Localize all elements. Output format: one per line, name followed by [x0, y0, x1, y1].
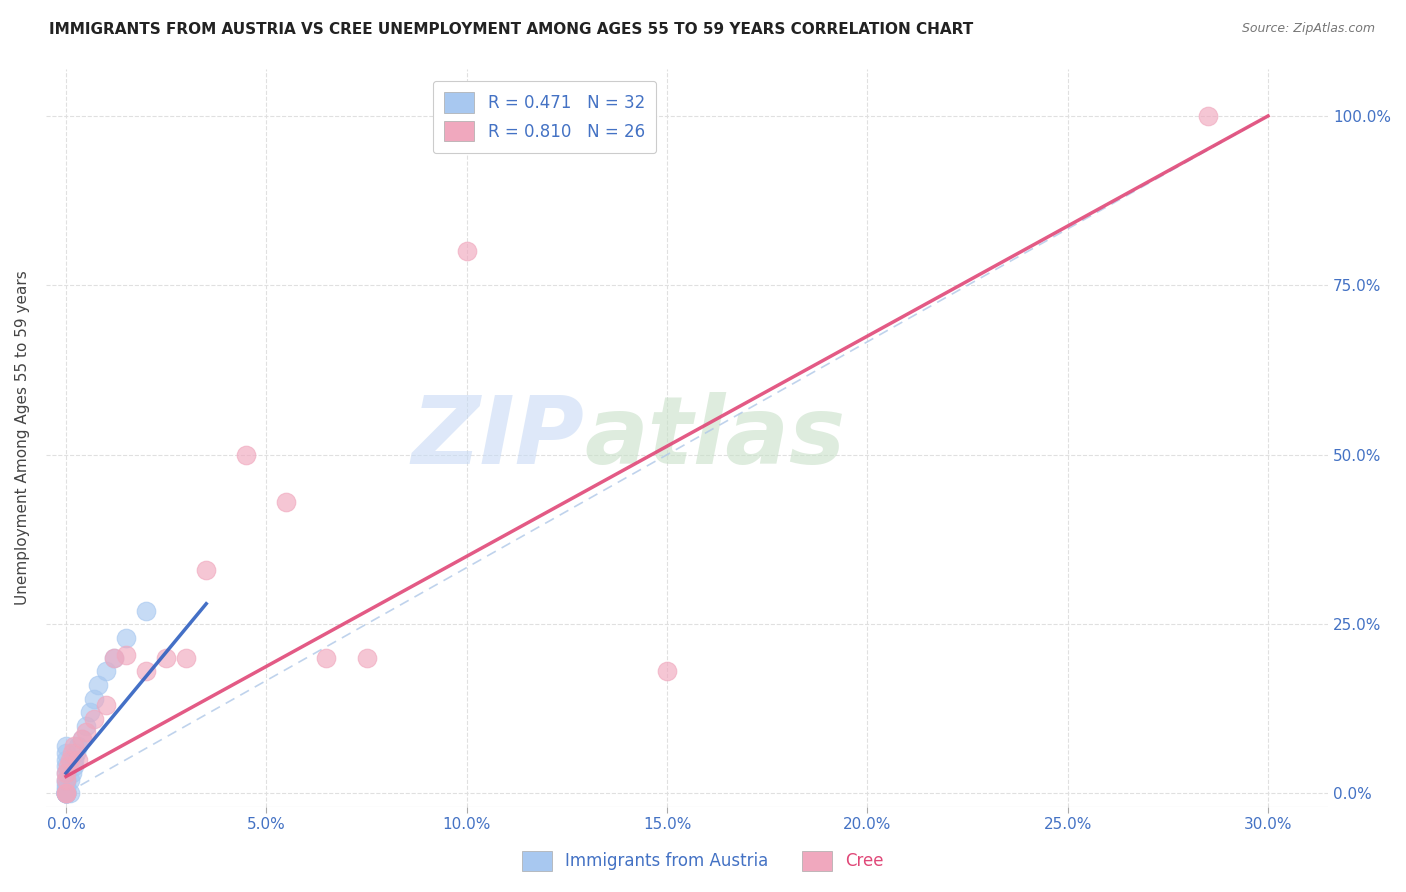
- Point: [83, 691, 105, 706]
- Point: [63, 739, 86, 753]
- Point: [55, 786, 77, 800]
- Point: [55, 766, 77, 780]
- Point: [56, 759, 79, 773]
- Y-axis label: Unemployment Among Ages 55 to 59 years: Unemployment Among Ages 55 to 59 years: [15, 270, 30, 605]
- Point: [103, 651, 125, 665]
- Point: [66, 739, 89, 753]
- Point: [55, 786, 77, 800]
- Point: [55, 772, 77, 787]
- Point: [75, 719, 97, 733]
- Point: [55, 776, 77, 790]
- Point: [235, 448, 257, 462]
- Point: [135, 603, 157, 617]
- Point: [55, 786, 77, 800]
- Point: [55, 786, 77, 800]
- Point: [103, 651, 125, 665]
- Point: [59, 753, 82, 767]
- Point: [70, 732, 93, 747]
- Point: [55, 780, 77, 794]
- Point: [79, 705, 101, 719]
- Point: [55, 786, 77, 800]
- Point: [55, 772, 77, 787]
- Point: [115, 631, 138, 645]
- Point: [135, 665, 157, 679]
- Point: [1197, 109, 1219, 123]
- Point: [155, 651, 177, 665]
- Point: [195, 563, 218, 577]
- Point: [174, 651, 197, 665]
- Point: [55, 786, 77, 800]
- Point: [70, 732, 93, 747]
- Point: [55, 753, 77, 767]
- Point: [63, 759, 86, 773]
- Point: [276, 495, 298, 509]
- Point: [55, 746, 77, 760]
- Text: ZIP: ZIP: [412, 392, 585, 483]
- Point: [83, 712, 105, 726]
- Point: [315, 651, 337, 665]
- Point: [55, 786, 77, 800]
- Point: [94, 698, 117, 713]
- Point: [55, 783, 77, 797]
- Point: [55, 759, 77, 773]
- Point: [356, 651, 378, 665]
- Point: [75, 725, 97, 739]
- Point: [94, 665, 117, 679]
- Point: [59, 772, 82, 787]
- Point: [55, 766, 77, 780]
- Text: IMMIGRANTS FROM AUSTRIA VS CREE UNEMPLOYMENT AMONG AGES 55 TO 59 YEARS CORRELATI: IMMIGRANTS FROM AUSTRIA VS CREE UNEMPLOY…: [49, 22, 973, 37]
- Point: [55, 786, 77, 800]
- Point: [115, 648, 138, 662]
- Point: [63, 753, 86, 767]
- Legend: Immigrants from Austria, Cree: Immigrants from Austria, Cree: [513, 842, 893, 880]
- Point: [456, 244, 478, 259]
- Point: [65, 746, 87, 760]
- Point: [60, 766, 83, 780]
- Text: Source: ZipAtlas.com: Source: ZipAtlas.com: [1241, 22, 1375, 36]
- Point: [66, 753, 89, 767]
- Point: [59, 786, 82, 800]
- Point: [55, 786, 77, 800]
- Text: atlas: atlas: [585, 392, 846, 483]
- Point: [60, 746, 83, 760]
- Point: [55, 739, 77, 753]
- Legend: R = 0.471   N = 32, R = 0.810   N = 26: R = 0.471 N = 32, R = 0.810 N = 26: [433, 80, 657, 153]
- Point: [655, 665, 678, 679]
- Point: [87, 678, 110, 692]
